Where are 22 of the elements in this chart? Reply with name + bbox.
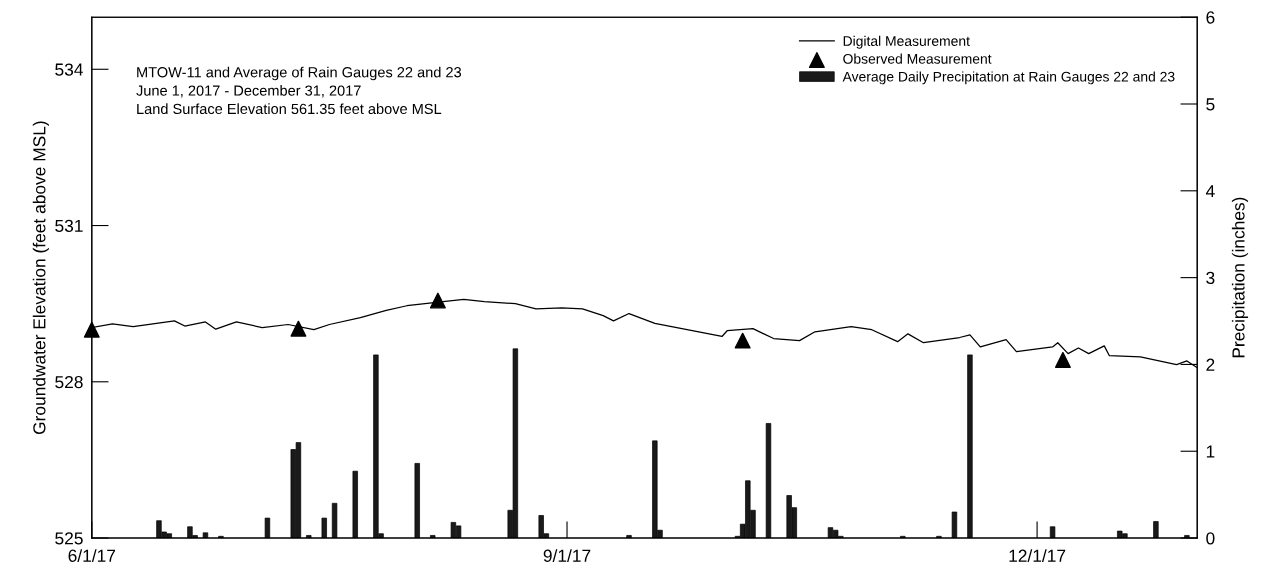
y2-tick-label: 4 (1205, 185, 1215, 198)
y-tick-label: 528 (55, 375, 83, 389)
y-tick-label: 531 (55, 219, 83, 232)
y2-tick-label: 6 (1206, 11, 1215, 24)
y2-tick-label: 2 (1206, 358, 1215, 371)
legend-label: Average Daily Precipitation at Rain Gauges 22 and 23 (842, 71, 1175, 85)
x-tick-label: 9/1/17 (543, 549, 591, 562)
text: MTOW-11 and Average of Rain Gauges 22 and 23 (137, 66, 462, 81)
y2-tick-label: 5 (1206, 98, 1215, 111)
text: June 1, 2017 - December 31, 2017 (136, 85, 361, 98)
y2-tick-label: 0 (1206, 532, 1215, 545)
x-tick-label: 6/1/17 (68, 549, 116, 562)
y2-tick-label: 1 (1206, 445, 1215, 458)
y2-axis-title: Precipitation (inches) (1231, 197, 1249, 358)
y-tick-label: 534 (55, 63, 83, 76)
y2-tick-label: 3 (1206, 271, 1215, 285)
x-tick-label: 12/1/17 (1009, 549, 1066, 562)
y-axis-title: Groundwater Elevation (feet above MSL) (32, 121, 49, 435)
legend-label: Digital Measurement (843, 35, 970, 49)
annotation: Land Surface Elevation 561.35 feet above MSL (137, 103, 442, 115)
legend-label: Observed Measurement (843, 53, 992, 64)
y-tick-label: 525 (55, 532, 83, 545)
